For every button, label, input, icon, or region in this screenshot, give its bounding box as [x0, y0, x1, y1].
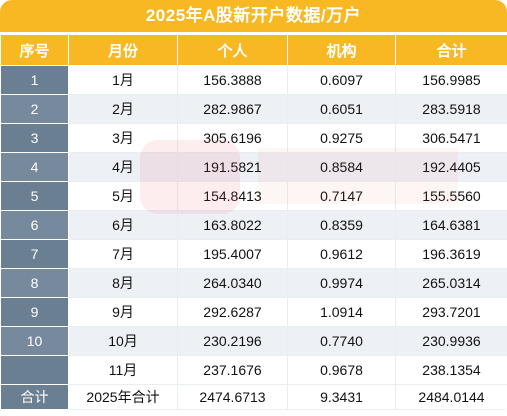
row-month: 9月	[68, 297, 178, 327]
total-total: 2484.0144	[395, 384, 507, 410]
header-total: 合计	[395, 34, 507, 66]
table-row: 10 10月 230.2196 0.7740 230.9936	[0, 326, 507, 356]
row-total: 306.5471	[395, 123, 507, 153]
table-row: 3 3月 305.6196 0.9275 306.5471	[0, 123, 507, 153]
row-total: 156.9985	[395, 65, 507, 95]
header-institution: 机构	[287, 34, 396, 66]
table-row: 5 5月 154.8413 0.7147 155.5560	[0, 181, 507, 211]
row-total: 230.9936	[395, 326, 507, 356]
row-total: 196.3619	[395, 239, 507, 269]
row-institution: 0.8584	[287, 152, 396, 182]
row-institution: 0.7147	[287, 181, 396, 211]
row-institution: 0.8359	[287, 210, 396, 240]
row-personal: 191.5821	[177, 152, 288, 182]
row-personal: 230.2196	[177, 326, 288, 356]
header-personal: 个人	[177, 34, 288, 66]
table-row: 8 8月 264.0340 0.9974 265.0314	[0, 268, 507, 298]
row-personal: 156.3888	[177, 65, 288, 95]
row-personal: 305.6196	[177, 123, 288, 153]
account-opening-table: 序号 月份 个人 机构 合计 1 1月 156.3888 0.6097 156.…	[0, 34, 507, 410]
table-row: 1 1月 156.3888 0.6097 156.9985	[0, 65, 507, 95]
header-index: 序号	[0, 34, 69, 66]
row-institution: 0.7740	[287, 326, 396, 356]
table-row: 6 6月 163.8022 0.8359 164.6381	[0, 210, 507, 240]
row-index: 5	[0, 181, 69, 211]
row-month: 6月	[68, 210, 178, 240]
row-personal: 154.8413	[177, 181, 288, 211]
table-row: 7 7月 195.4007 0.9612 196.3619	[0, 239, 507, 269]
row-total: 192.4405	[395, 152, 507, 182]
row-institution: 0.6051	[287, 94, 396, 124]
row-month: 8月	[68, 268, 178, 298]
row-index: 8	[0, 268, 69, 298]
row-index	[0, 355, 69, 385]
table-row: 2 2月 282.9867 0.6051 283.5918	[0, 94, 507, 124]
row-personal: 282.9867	[177, 94, 288, 124]
row-month: 3月	[68, 123, 178, 153]
row-index: 1	[0, 65, 69, 95]
row-total: 265.0314	[395, 268, 507, 298]
header-month: 月份	[68, 34, 178, 66]
row-personal: 237.1676	[177, 355, 288, 385]
header-row: 序号 月份 个人 机构 合计	[0, 34, 507, 66]
table-row: 9 9月 292.6287 1.0914 293.7201	[0, 297, 507, 327]
row-index: 9	[0, 297, 69, 327]
row-personal: 195.4007	[177, 239, 288, 269]
table-title: 2025年A股新开户数据/万户	[0, 0, 507, 34]
row-total: 164.6381	[395, 210, 507, 240]
row-month: 1月	[68, 65, 178, 95]
row-index: 10	[0, 326, 69, 356]
total-institution: 9.3431	[287, 384, 396, 410]
total-month: 2025年合计	[68, 384, 178, 410]
row-index: 2	[0, 94, 69, 124]
row-month: 5月	[68, 181, 178, 211]
row-personal: 292.6287	[177, 297, 288, 327]
row-index: 6	[0, 210, 69, 240]
row-institution: 1.0914	[287, 297, 396, 327]
table-row: 4 4月 191.5821 0.8584 192.4405	[0, 152, 507, 182]
row-index: 4	[0, 152, 69, 182]
row-institution: 0.9275	[287, 123, 396, 153]
row-institution: 0.6097	[287, 65, 396, 95]
row-institution: 0.9678	[287, 355, 396, 385]
total-label: 合计	[0, 384, 69, 410]
row-total: 155.5560	[395, 181, 507, 211]
row-month: 11月	[68, 355, 178, 385]
row-month: 7月	[68, 239, 178, 269]
total-personal: 2474.6713	[177, 384, 288, 410]
row-personal: 163.8022	[177, 210, 288, 240]
row-total: 238.1354	[395, 355, 507, 385]
row-total: 293.7201	[395, 297, 507, 327]
row-institution: 0.9974	[287, 268, 396, 298]
row-month: 10月	[68, 326, 178, 356]
row-month: 4月	[68, 152, 178, 182]
row-total: 283.5918	[395, 94, 507, 124]
row-month: 2月	[68, 94, 178, 124]
row-index: 3	[0, 123, 69, 153]
total-row: 合计 2025年合计 2474.6713 9.3431 2484.0144	[0, 384, 507, 410]
row-institution: 0.9612	[287, 239, 396, 269]
row-personal: 264.0340	[177, 268, 288, 298]
row-index: 7	[0, 239, 69, 269]
table-row: 11月 237.1676 0.9678 238.1354	[0, 355, 507, 385]
